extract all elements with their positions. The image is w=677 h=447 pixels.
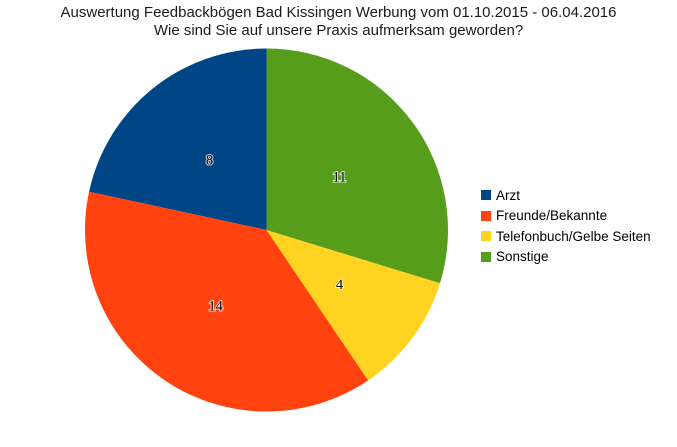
chart-title-block: Auswertung Feedbackbögen Bad Kissingen W… (0, 4, 677, 39)
legend-label-freunde-bekannte: Freunde/Bekannte (496, 208, 608, 223)
legend-item-sonstige: Sonstige (481, 247, 651, 268)
pie-slice-telefonbuch-gelbe-seiten[interactable] (266, 230, 441, 381)
chart-subtitle: Wie sind Sie auf unsere Praxis aufmerksa… (153, 21, 524, 39)
legend-swatch-arzt (481, 190, 491, 201)
legend-swatch-telefonbuch-gelbe-seiten (481, 231, 491, 242)
chart-legend: Arzt Freunde/Bekannte Telefonbuch/Gelbe Se… (481, 185, 651, 267)
legend-swatch-freunde-bekannte (481, 210, 491, 221)
legend-swatch-sonstige (481, 251, 491, 262)
legend-item-arzt: Arzt (481, 185, 651, 206)
pie-value-label-arzt: 8 (206, 153, 213, 169)
pie-value-label-freunde-bekannte: 14 (208, 298, 223, 314)
pie-slice-sonstige[interactable] (266, 48, 448, 284)
pie-value-labels: 8 14 4 11 (205, 152, 348, 316)
pie-slice-arzt[interactable] (89, 48, 267, 231)
chart-title: Auswertung Feedbackbögen Bad Kissingen W… (60, 4, 617, 21)
legend-item-telefonbuch-gelbe-seiten: Telefonbuch/Gelbe Seiten (481, 226, 651, 247)
pie-slices (84, 48, 448, 412)
pie-value-label-sonstige: 11 (332, 169, 346, 185)
legend-label-arzt: Arzt (496, 187, 521, 203)
legend-label-sonstige: Sonstige (496, 249, 549, 264)
pie-value-label-telefonbuch-gelbe-seiten: 4 (336, 277, 344, 293)
pie-slice-freunde-bekannte[interactable] (84, 191, 369, 412)
legend-label-telefonbuch-gelbe-seiten: Telefonbuch/Gelbe Seiten (496, 228, 651, 244)
legend-item-freunde-bekannte: Freunde/Bekannte (481, 206, 651, 227)
